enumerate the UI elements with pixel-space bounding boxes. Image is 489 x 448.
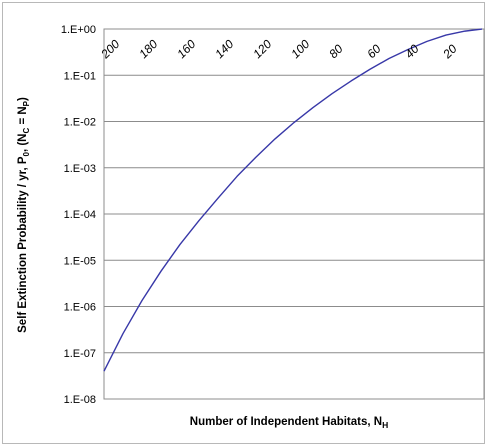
- y-tick-label-3: 1.E-03: [64, 163, 96, 175]
- y-tick-label-1: 1.E-01: [64, 70, 96, 82]
- y-tick-label-2: 1.E-02: [64, 117, 96, 129]
- x-tick-labels: 200 180 160 140 120 100 80 60 40 20: [98, 37, 460, 62]
- x-tick-label-6: 80: [326, 42, 346, 62]
- y-tick-labels: 1.E+00 1.E-01 1.E-02 1.E-03 1.E-04 1.E-05 1.E-…: [61, 24, 96, 406]
- grid-lines: [104, 28, 484, 400]
- y-axis-label-part-1: 0: [22, 152, 31, 157]
- x-tick-label-5: 100: [288, 37, 312, 61]
- y-tick-label-4: 1.E-04: [64, 209, 96, 221]
- x-tick-label-7: 60: [364, 42, 384, 62]
- y-tick-label-0: 1.E+00: [61, 24, 96, 36]
- x-tick-label-9: 20: [440, 42, 460, 62]
- x-tick-label-2: 160: [174, 37, 198, 61]
- y-tick-label-8: 1.E-08: [64, 394, 96, 406]
- x-tick-label-1: 180: [136, 37, 160, 61]
- y-tick-label-7: 1.E-07: [64, 348, 96, 360]
- y-axis-label-part-4: = N: [17, 106, 29, 127]
- y-axis-label-part-0: Self Extinction Probability / yr, P: [17, 156, 29, 333]
- series-layer: [103, 28, 483, 372]
- plot-border-rect: [103, 28, 485, 400]
- y-axis-label: Self Extinction Probability / yr, P0, (N…: [17, 97, 31, 333]
- x-tick-label-3: 140: [212, 37, 236, 61]
- y-axis-label-part-3: C: [22, 128, 31, 134]
- x-axis-label: Number of Independent Habitats, NH: [190, 416, 388, 430]
- x-tick-label-4: 120: [250, 37, 274, 61]
- y-axis-label-part-5: P: [22, 100, 31, 106]
- plot-area-border: [103, 28, 485, 400]
- x-tick-label-0: 200: [98, 37, 123, 62]
- y-axis-label-part-2: , (N: [17, 134, 29, 153]
- y-axis-label-part-6: ): [17, 97, 29, 101]
- series-line-0: [103, 28, 483, 372]
- y-tick-label-6: 1.E-06: [64, 302, 96, 314]
- y-tick-label-5: 1.E-05: [64, 255, 96, 267]
